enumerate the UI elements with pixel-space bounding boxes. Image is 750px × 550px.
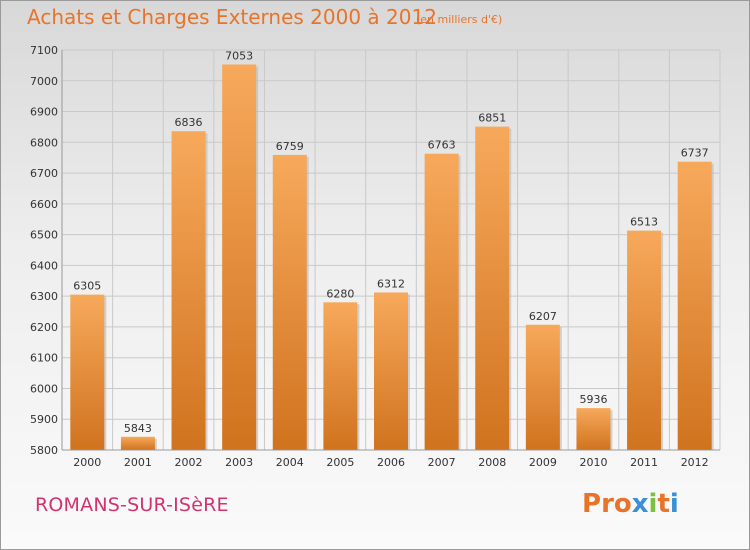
data-label: 6759 [276, 140, 304, 153]
data-label: 6737 [681, 147, 709, 160]
y-tick-label: 6500 [30, 229, 58, 242]
x-tick-label: 2007 [428, 456, 456, 469]
label-layer: 6305 5843 6836 7053 6759 6280 6312 6763 6851 6207… [73, 49, 708, 434]
bar [222, 64, 257, 450]
data-label: 6207 [529, 310, 557, 323]
x-tick-label: 2008 [478, 456, 506, 469]
data-label: 6836 [175, 116, 203, 129]
data-label: 5843 [124, 422, 152, 435]
bar [424, 153, 459, 450]
y-tick-label: 6900 [30, 106, 58, 119]
x-tick-label: 2001 [124, 456, 152, 469]
logo-letter: x [631, 489, 649, 519]
y-tick-label: 6400 [30, 259, 58, 272]
y-tick-label: 5800 [30, 444, 58, 457]
data-label: 6280 [326, 287, 354, 300]
axis-layer: 5800 5900 6000 6100 6200 6300 6400 6500 6600 6700… [30, 44, 720, 469]
bar [323, 302, 358, 450]
bar [272, 154, 307, 450]
bar [70, 294, 105, 450]
y-tick-label: 6100 [30, 352, 58, 365]
data-label: 5936 [579, 393, 607, 406]
x-tick-label: 2005 [326, 456, 354, 469]
logo-letter: i [648, 489, 658, 519]
y-tick-label: 6800 [30, 136, 58, 149]
x-tick-label: 2006 [377, 456, 405, 469]
data-label: 6851 [478, 112, 506, 125]
y-tick-label: 6700 [30, 167, 58, 180]
x-tick-label: 2004 [276, 456, 304, 469]
y-tick-label: 5900 [30, 413, 58, 426]
logo-letter: P [582, 489, 602, 519]
y-tick-label: 6300 [30, 290, 58, 303]
x-tick-label: 2003 [225, 456, 253, 469]
data-label: 6305 [73, 280, 101, 293]
bar [475, 126, 510, 450]
y-tick-label: 7000 [30, 75, 58, 88]
chart-title: Achats et Charges Externes 2000 à 2012 [27, 5, 437, 29]
bar [120, 436, 155, 450]
logo-letter: r [601, 489, 614, 519]
x-tick-label: 2002 [175, 456, 203, 469]
x-tick-label: 2010 [579, 456, 607, 469]
bar [627, 230, 662, 450]
logo-letter: o [613, 489, 632, 519]
x-tick-label: 2012 [681, 456, 709, 469]
bar [525, 324, 560, 450]
data-label: 6763 [428, 139, 456, 152]
commune-name: ROMANS-SUR-ISèRE [35, 494, 229, 516]
data-label: 6312 [377, 277, 405, 290]
y-tick-label: 7100 [30, 44, 58, 57]
chart-unit: (en milliers d'€) [416, 13, 503, 26]
x-tick-label: 2011 [630, 456, 658, 469]
proxiti-logo: Proxiti [582, 489, 679, 519]
data-label: 7053 [225, 49, 253, 62]
logo-letter: i [669, 489, 679, 519]
bar-layer [70, 64, 714, 450]
x-tick-label: 2000 [73, 456, 101, 469]
bar [171, 131, 206, 450]
bar [374, 292, 408, 450]
y-tick-label: 6000 [30, 382, 58, 395]
y-tick-label: 6600 [30, 198, 58, 211]
bar [576, 408, 611, 450]
y-tick-label: 6200 [30, 321, 58, 334]
bar [677, 161, 712, 450]
logo-letter: t [657, 489, 670, 519]
data-label: 6513 [630, 216, 658, 229]
x-tick-label: 2009 [529, 456, 557, 469]
